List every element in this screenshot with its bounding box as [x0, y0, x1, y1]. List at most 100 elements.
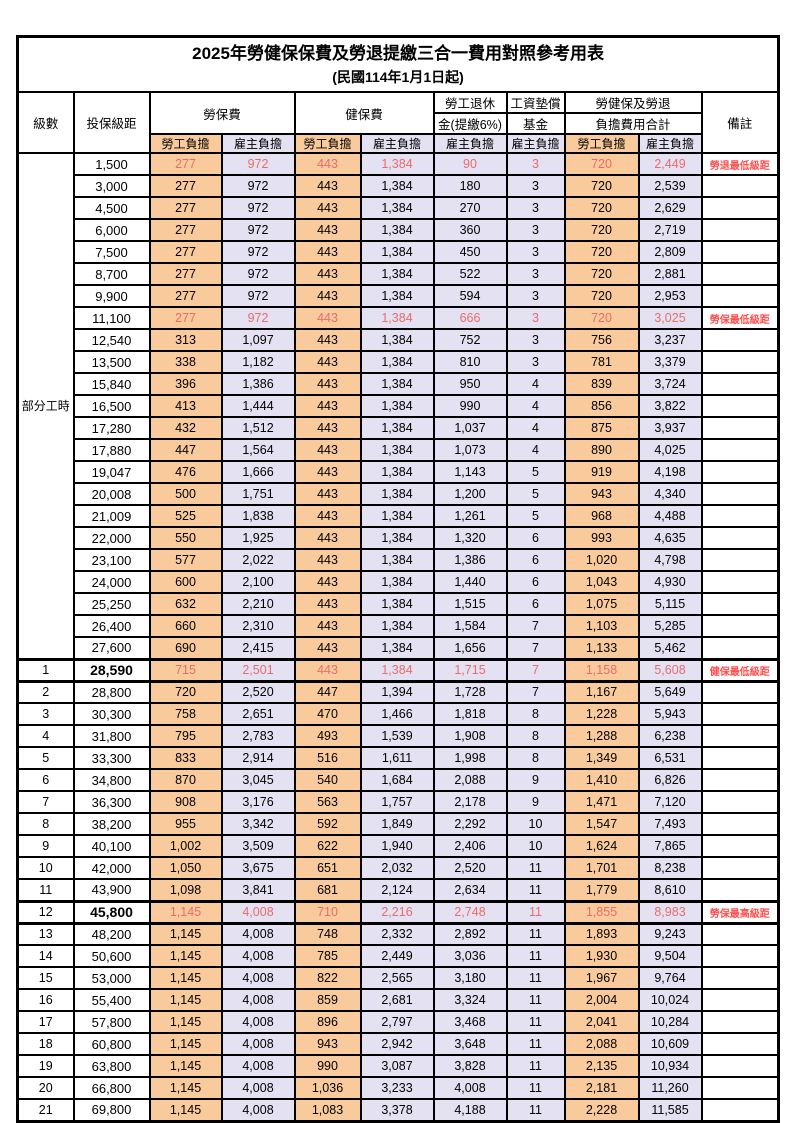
bracket-cell: 45,800: [72, 899, 151, 925]
bracket-cell: 12,540: [72, 328, 151, 352]
value-cell: 968: [563, 504, 640, 528]
remark-cell: [700, 988, 780, 1012]
value-cell: 4,198: [637, 460, 703, 484]
value-cell: 1,097: [220, 328, 296, 352]
level-cell: 7: [16, 790, 75, 814]
table-row: 21 69,800 1,145 4,008 1,083 3,378 4,188 11 2,228…: [16, 1098, 780, 1122]
remark-cell: [700, 262, 780, 286]
value-cell: 690: [148, 636, 223, 660]
bracket-cell: 42,000: [72, 856, 151, 880]
value-cell: 447: [148, 438, 223, 462]
value-cell: 1,394: [359, 680, 435, 704]
header-row-1: 級數 投保級距 勞保費 健保費 勞工退休 工資墊償 勞健保及勞退 備註: [16, 91, 780, 154]
value-cell: 2,332: [359, 922, 435, 946]
bracket-cell: 17,880: [72, 438, 151, 462]
value-cell: 1,779: [563, 878, 640, 902]
value-cell: 9,243: [637, 922, 703, 946]
value-cell: 1,158: [563, 657, 640, 683]
level-cell: 3: [16, 702, 75, 726]
value-cell: 7: [505, 614, 566, 638]
value-cell: 3,176: [220, 790, 296, 814]
level-cell: 13: [16, 922, 75, 946]
remark-cell: [700, 1010, 780, 1034]
table-row: 12 45,800 1,145 4,008 710 2,216 2,748 11 1,855 8,…: [16, 899, 780, 925]
level-cell: 14: [16, 944, 75, 968]
value-cell: 972: [220, 240, 296, 264]
value-cell: 715: [148, 657, 223, 683]
value-cell: 4,340: [637, 482, 703, 506]
value-cell: 443: [293, 416, 362, 440]
value-cell: 955: [148, 812, 223, 836]
remark-cell: [700, 1076, 780, 1100]
value-cell: 993: [563, 526, 640, 550]
remark-cell: [700, 372, 780, 396]
value-cell: 443: [293, 526, 362, 550]
value-cell: 5,649: [637, 680, 703, 704]
col-header-pension-line2: 金(提繳6%): [432, 112, 508, 135]
value-cell: 443: [293, 570, 362, 594]
bracket-cell: 8,700: [72, 262, 151, 286]
bracket-cell: 57,800: [72, 1010, 151, 1034]
value-cell: 870: [148, 768, 223, 792]
value-cell: 4: [505, 438, 566, 462]
level-cell: 1: [16, 657, 75, 683]
value-cell: 2,797: [359, 1010, 435, 1034]
value-cell: 2,565: [359, 966, 435, 990]
value-cell: 2,651: [220, 702, 296, 726]
value-cell: 2,953: [637, 284, 703, 308]
bracket-cell: 9,900: [72, 284, 151, 308]
table-row: 16 55,400 1,145 4,008 859 2,681 3,324 11 2,004 10…: [16, 988, 780, 1012]
value-cell: 1,145: [148, 944, 223, 968]
value-cell: 1,998: [432, 746, 508, 770]
value-cell: 2,041: [563, 1010, 640, 1034]
remark-cell: [700, 328, 780, 352]
value-cell: 525: [148, 504, 223, 528]
remark-cell: 健保最低級距: [700, 657, 780, 683]
value-cell: 5,115: [637, 592, 703, 616]
value-cell: 1,611: [359, 746, 435, 770]
value-cell: 4,008: [220, 944, 296, 968]
value-cell: 4: [505, 416, 566, 440]
table-row: 20 66,800 1,145 4,008 1,036 3,233 4,008 11 2,181…: [16, 1076, 780, 1100]
value-cell: 720: [563, 284, 640, 308]
remark-cell: 勞保最高級距: [700, 899, 780, 925]
remark-cell: [700, 240, 780, 264]
remark-cell: [700, 812, 780, 836]
value-cell: 972: [220, 196, 296, 220]
bracket-cell: 17,280: [72, 416, 151, 440]
table-row: 7,500 277 972 443 1,384 450 3 720 2,809: [18, 240, 780, 264]
value-cell: 3: [505, 152, 566, 176]
header-row-2: 金(提繳6%) 基金 負擔費用合計: [18, 112, 779, 135]
value-cell: 3,025: [637, 306, 703, 330]
value-cell: 1,073: [432, 438, 508, 462]
value-cell: 6,531: [637, 746, 703, 770]
bracket-cell: 3,000: [72, 174, 151, 198]
value-cell: 10,024: [637, 988, 703, 1012]
value-cell: 3,841: [220, 878, 296, 902]
value-cell: 3: [505, 218, 566, 242]
remark-cell: [700, 790, 780, 814]
value-cell: 1,182: [220, 350, 296, 374]
value-cell: 1,440: [432, 570, 508, 594]
value-cell: 972: [220, 174, 296, 198]
value-cell: 2,088: [563, 1032, 640, 1056]
level-cell: 20: [16, 1076, 75, 1100]
value-cell: 443: [293, 152, 362, 176]
page-subtitle: (民國114年1月1日起): [332, 69, 464, 85]
table-row: 6,000 277 972 443 1,384 360 3 720 2,719: [18, 218, 780, 242]
value-cell: 4,188: [432, 1098, 508, 1122]
value-cell: 1,384: [359, 548, 435, 572]
title-row: 2025年勞健保保費及勞退提繳三合一費用對照參考用表 (民國114年1月1日起): [16, 35, 780, 93]
value-cell: 752: [432, 328, 508, 352]
table-row: 23,100 577 2,022 443 1,384 1,386 6 1,020 4,798: [18, 548, 780, 572]
subheader-pension-employer: 雇主負擔: [432, 133, 508, 154]
value-cell: 9,764: [637, 966, 703, 990]
table-row: 17 57,800 1,145 4,008 896 2,797 3,468 11 2,041 10…: [16, 1010, 780, 1034]
table-row: 11 43,900 1,098 3,841 681 2,124 2,634 11 1,779 8,…: [16, 878, 780, 902]
subheader-health-employer: 雇主負擔: [359, 133, 435, 154]
value-cell: 4,798: [637, 548, 703, 572]
value-cell: 3,036: [432, 944, 508, 968]
col-header-pension-line1: 勞工退休: [432, 91, 508, 114]
value-cell: 270: [432, 196, 508, 220]
bracket-cell: 53,000: [72, 966, 151, 990]
